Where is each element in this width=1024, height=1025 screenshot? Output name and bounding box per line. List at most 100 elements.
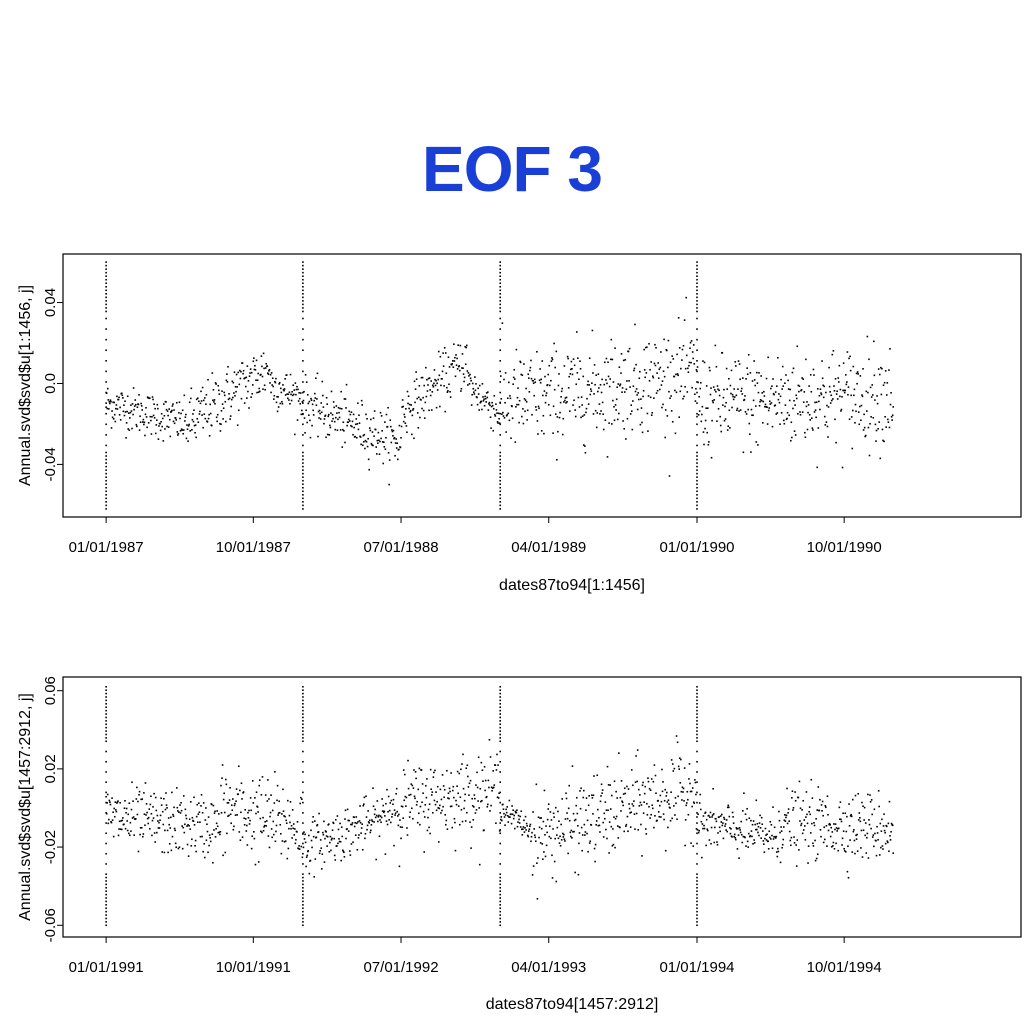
data-point — [529, 825, 531, 828]
data-point — [213, 812, 216, 814]
data-point — [126, 829, 129, 832]
data-point — [402, 405, 404, 408]
data-point — [474, 797, 476, 800]
data-point — [419, 823, 421, 826]
data-point — [356, 822, 358, 825]
data-point — [636, 749, 639, 751]
data-point — [713, 826, 716, 829]
data-point — [663, 818, 665, 821]
data-point — [105, 900, 107, 903]
data-point — [606, 765, 609, 768]
data-point — [877, 838, 879, 841]
data-point — [407, 787, 410, 790]
data-point — [832, 845, 834, 847]
data-point — [608, 385, 611, 388]
data-point — [422, 409, 425, 412]
data-point — [302, 278, 304, 281]
data-point — [139, 415, 141, 418]
data-point — [491, 401, 493, 404]
data-point — [356, 848, 359, 851]
data-point — [566, 400, 568, 403]
data-point — [290, 827, 292, 830]
data-point — [496, 412, 498, 414]
data-point — [858, 812, 861, 814]
data-point — [129, 411, 132, 414]
data-point — [585, 407, 588, 410]
data-point — [778, 819, 781, 822]
data-point — [677, 374, 679, 377]
data-point — [571, 837, 573, 839]
data-point — [564, 399, 566, 402]
data-point — [869, 794, 871, 796]
x-tick-label: 01/01/1987 — [69, 539, 144, 556]
data-point — [188, 825, 190, 827]
data-point — [353, 426, 355, 429]
data-point — [368, 468, 371, 471]
data-point — [302, 822, 304, 824]
data-point — [695, 387, 697, 390]
data-point — [186, 843, 189, 846]
data-point — [322, 406, 325, 408]
data-point — [119, 828, 122, 830]
data-point — [775, 835, 778, 838]
data-point — [485, 401, 488, 403]
data-point — [110, 400, 112, 403]
data-point — [287, 847, 290, 850]
data-point — [853, 829, 855, 831]
data-point — [696, 733, 698, 736]
data-point — [158, 425, 160, 427]
data-point — [159, 814, 162, 817]
data-point — [378, 453, 381, 456]
data-point — [178, 811, 180, 813]
data-point — [539, 817, 541, 819]
data-point — [743, 398, 746, 401]
data-point — [166, 829, 169, 832]
data-point — [718, 394, 721, 397]
data-point — [607, 375, 610, 378]
data-point — [111, 819, 114, 821]
data-point — [512, 809, 514, 811]
data-point — [887, 421, 890, 423]
data-point — [499, 706, 502, 709]
data-point — [720, 821, 723, 823]
data-point — [830, 394, 833, 397]
data-point — [811, 822, 813, 825]
data-point — [696, 924, 698, 927]
data-point — [207, 378, 209, 381]
data-point — [863, 413, 865, 416]
data-point — [741, 393, 744, 395]
data-point — [696, 900, 698, 903]
data-point — [244, 385, 247, 388]
data-point — [350, 411, 353, 413]
data-point — [364, 837, 366, 840]
data-point — [786, 411, 789, 414]
data-point — [226, 832, 228, 835]
data-point — [343, 856, 346, 858]
data-point — [173, 806, 175, 809]
data-point — [880, 830, 883, 832]
data-point — [257, 811, 259, 813]
data-point — [491, 404, 494, 407]
data-point — [125, 811, 127, 814]
data-point — [389, 425, 392, 428]
data-point — [696, 709, 698, 712]
data-point — [440, 384, 442, 387]
data-point — [499, 271, 502, 274]
data-point — [449, 790, 451, 793]
data-point — [302, 282, 304, 285]
data-point — [678, 347, 681, 349]
data-point — [258, 390, 261, 393]
data-point — [198, 802, 200, 804]
data-point — [797, 384, 800, 387]
data-point — [506, 814, 509, 817]
data-point — [320, 402, 323, 404]
data-point — [297, 847, 300, 850]
data-point — [855, 372, 858, 375]
data-point — [853, 394, 855, 397]
data-point — [789, 388, 792, 391]
data-point — [278, 800, 280, 803]
data-point — [514, 810, 517, 813]
data-point — [506, 397, 509, 400]
data-point — [846, 351, 849, 353]
data-point — [875, 440, 877, 442]
